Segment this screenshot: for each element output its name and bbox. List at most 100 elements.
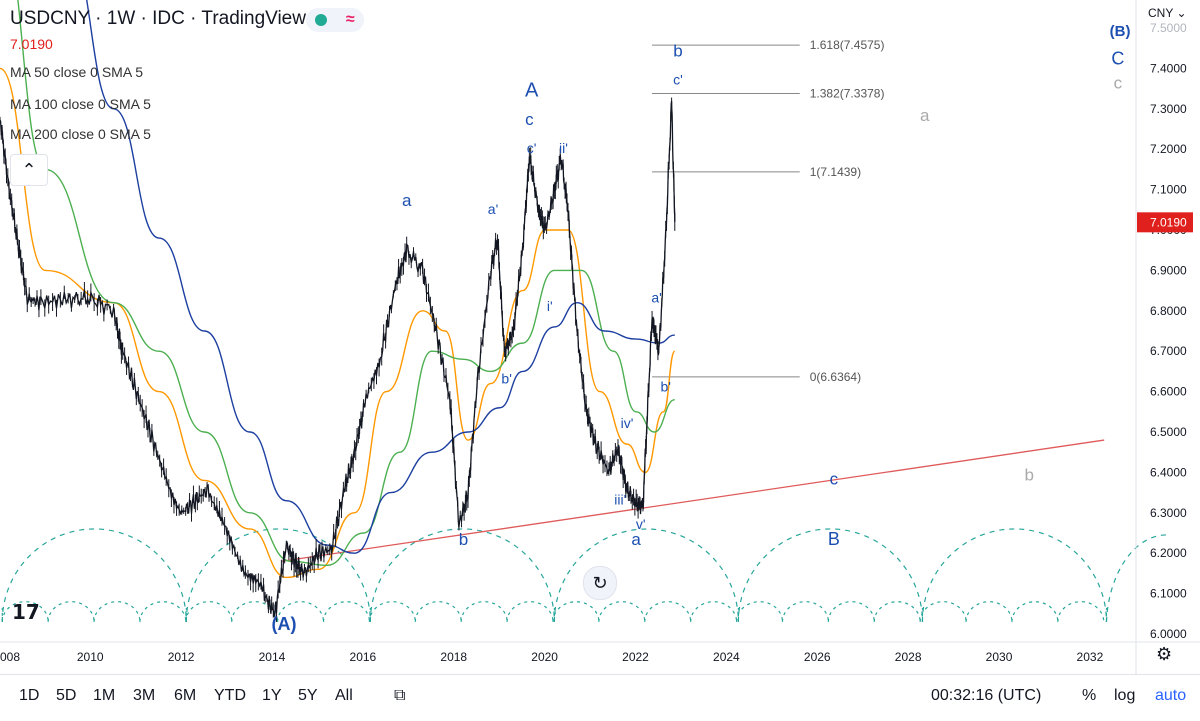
y-tick-label: 6.2000 <box>1150 546 1187 560</box>
wave-label: B <box>828 529 840 549</box>
x-tick-label: 2012 <box>168 650 195 664</box>
wave-label: C <box>1111 48 1124 68</box>
future-wave-label: a <box>920 106 930 125</box>
moving-averages <box>0 0 676 579</box>
small-cycle-arc <box>644 601 692 622</box>
wave-label: b' <box>501 371 511 387</box>
axes: 6.0000 6.1000 6.2000 6.3000 6.4000 6.5000 6.60… <box>0 0 1200 674</box>
fib-level-label: 0(6.6364) <box>810 370 861 384</box>
range-all[interactable]: All <box>335 687 353 704</box>
indicator-ma200[interactable]: MA 200 close 0 SMA 5 <box>10 126 151 142</box>
auto-toggle[interactable]: auto <box>1155 687 1187 704</box>
small-cycle-arc <box>598 601 646 622</box>
wave-label: a' <box>488 201 498 217</box>
reset-icon: ↻ <box>592 572 608 593</box>
chevron-up-icon: ⌃ <box>21 159 37 180</box>
y-tick-label: 7.1000 <box>1150 183 1187 197</box>
range-5y[interactable]: 5Y <box>298 687 318 704</box>
large-cycle-arc <box>553 528 739 622</box>
log-toggle[interactable]: log <box>1114 687 1136 704</box>
trendline-layer <box>281 439 1105 562</box>
collapse-legend-button[interactable]: ⌃ <box>10 154 48 186</box>
small-cycle-arc <box>231 601 279 622</box>
small-cycle-arc <box>552 601 600 622</box>
wave-label: b <box>673 41 682 60</box>
ma-line-ma50 <box>0 67 676 579</box>
wave-icon: ≈ <box>345 11 355 28</box>
green-dot-icon <box>315 14 328 26</box>
range-5d[interactable]: 5D <box>56 687 77 704</box>
large-cycle-arc <box>737 528 924 622</box>
legend-last-price: 7.0190 <box>10 36 53 52</box>
y-tick-label: 6.5000 <box>1150 425 1187 439</box>
y-tick-label: 7.2000 <box>1150 142 1187 156</box>
indicator-ma100[interactable]: MA 100 close 0 SMA 5 <box>10 96 151 112</box>
large-cycle-arc <box>185 528 371 622</box>
range-1d[interactable]: 1D <box>19 687 40 704</box>
large-cycle-arc-tail <box>1105 534 1167 622</box>
fib-level-label: 1.382(7.3378) <box>810 87 885 101</box>
future-wave-label: c <box>1114 74 1123 93</box>
small-cycle-arc <box>690 601 738 622</box>
ma-line-ma100 <box>17 0 676 567</box>
range-3m[interactable]: 3M <box>133 687 156 704</box>
small-cycle-arc <box>460 601 508 622</box>
x-tick-label: 2020 <box>531 650 558 664</box>
x-tick-label: 2010 <box>77 650 104 664</box>
small-cycle-arc <box>827 601 875 622</box>
x-tick-label: 2016 <box>350 650 377 664</box>
support-trendline <box>281 439 1105 562</box>
currency-selector[interactable]: CNY ⌄ <box>1148 6 1187 20</box>
small-cycle-arc <box>277 601 325 622</box>
wave-label: iii' <box>614 492 626 508</box>
y-tick-label: 6.1000 <box>1150 587 1187 601</box>
y-tick-label: 6.8000 <box>1150 304 1187 318</box>
wave-label: ii' <box>559 140 568 156</box>
y-tick-label-top: 7.5000 <box>1150 21 1187 35</box>
wave-labels: (A)aba'b'Acc'i'ii'iv'iii'v'aa'b'bc'cB(B)… <box>272 23 1131 634</box>
wave-label: c <box>830 470 839 489</box>
wave-label: a <box>402 191 412 210</box>
small-cycle-arc <box>368 601 416 622</box>
wave-label: a <box>631 530 641 549</box>
percent-toggle[interactable]: % <box>1082 687 1097 704</box>
fibonacci-levels: 1.618(7.4575) 1.382(7.3378) 1(7.1439) 0(6.6… <box>652 38 884 384</box>
x-tick-label: 2030 <box>986 650 1013 664</box>
range-ytd[interactable]: YTD <box>214 687 246 704</box>
wave-label: a' <box>651 290 661 306</box>
wave-label: b' <box>660 379 670 395</box>
small-cycle-arc <box>185 601 233 622</box>
y-tick-label: 6.0000 <box>1150 627 1187 641</box>
wave-label: (A) <box>272 614 297 634</box>
range-1y[interactable]: 1Y <box>262 687 282 704</box>
indicator-ma50[interactable]: MA 50 close 0 SMA 5 <box>10 64 144 80</box>
small-cycle-arc <box>506 601 554 622</box>
tv-logo-icon[interactable]: 𝟭𝟳 <box>12 602 40 624</box>
ma-line-ma200 <box>86 0 675 554</box>
wave-label: c <box>525 110 534 129</box>
chart-title: USDCNY · 1W · IDC · TradingView <box>10 8 306 29</box>
range-1m[interactable]: 1M <box>93 687 116 704</box>
fib-level-label: 1(7.1439) <box>810 165 861 179</box>
y-tick-label: 6.7000 <box>1150 344 1187 358</box>
gear-icon[interactable]: ⚙ <box>1156 644 1173 664</box>
reset-chart-button[interactable]: ↻ <box>583 566 617 600</box>
small-cycle-arc <box>873 601 921 622</box>
wave-label: i' <box>547 298 553 314</box>
small-cycle-arc <box>1 601 49 622</box>
price-series-layer <box>0 97 676 622</box>
small-cycle-arc <box>965 601 1013 622</box>
large-cycle-arc <box>921 529 1108 622</box>
utc-clock[interactable]: 00:32:16 (UTC) <box>931 687 1042 704</box>
current-price-label: 7.0190 <box>1150 215 1187 229</box>
x-tick-label: 2024 <box>713 650 740 664</box>
range-6m[interactable]: 6M <box>174 687 197 704</box>
wave-label: c' <box>673 72 683 88</box>
status-badges[interactable]: ≈ <box>306 8 364 32</box>
x-tick-label: 2026 <box>804 650 831 664</box>
y-tick-label: 6.9000 <box>1150 263 1187 277</box>
x-tick-label: 2014 <box>259 650 286 664</box>
calendar-range-icon[interactable]: ⧉ <box>394 687 406 704</box>
